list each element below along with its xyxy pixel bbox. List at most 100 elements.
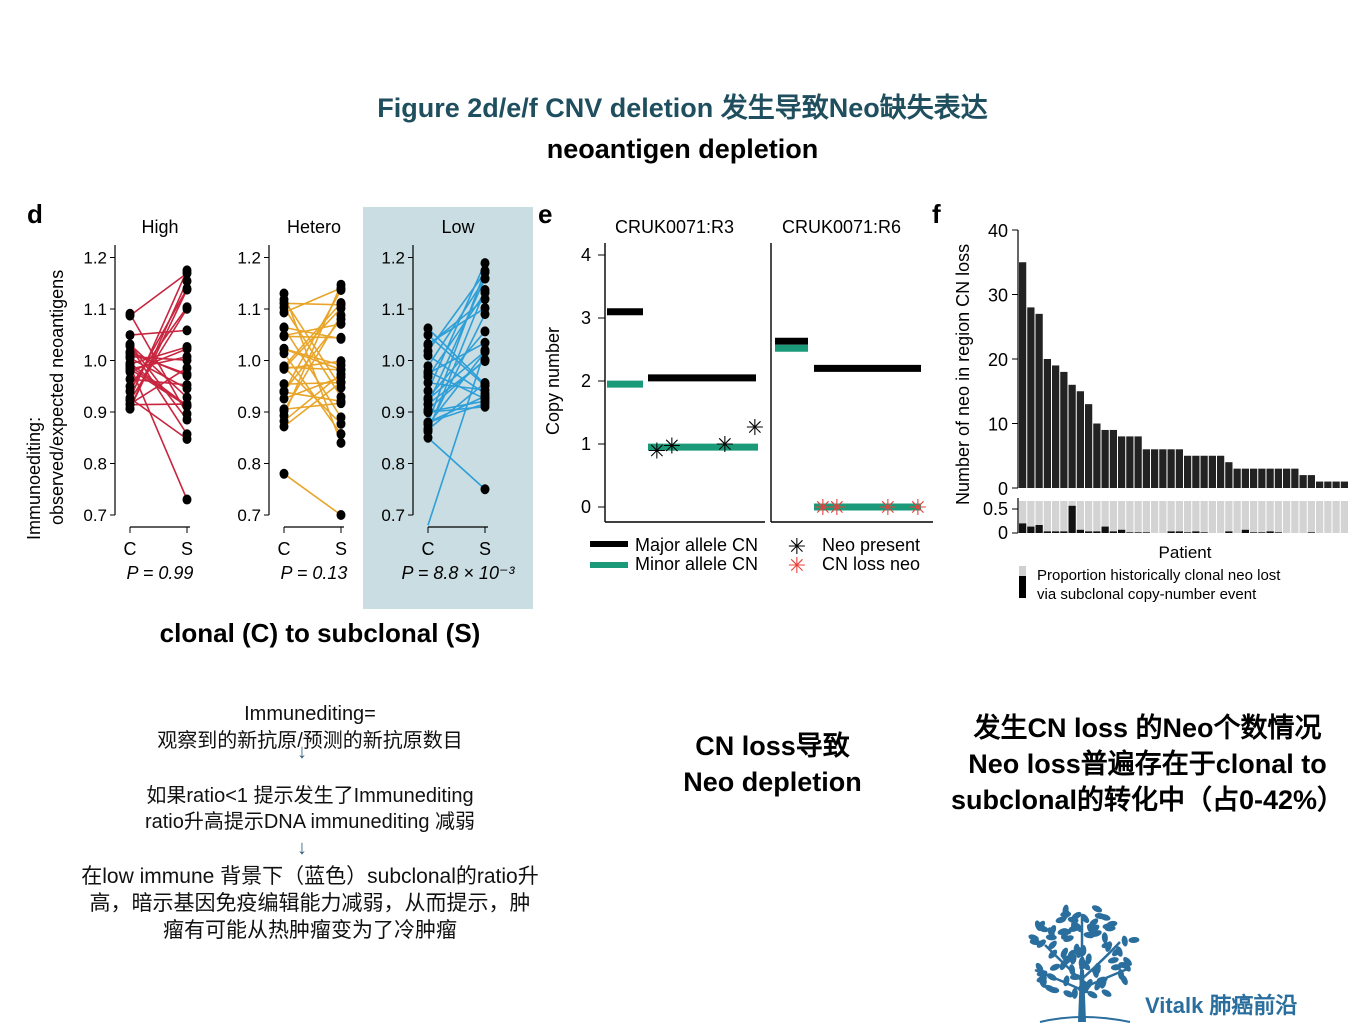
tree-leaf <box>1063 975 1070 987</box>
prop-bg-bar <box>1283 501 1291 533</box>
slide-title: Figure 2d/e/f CNV deletion 发生导致Neo缺失表达 <box>377 93 988 123</box>
pair-line <box>283 287 342 314</box>
subclonal-point <box>480 326 490 337</box>
legend-prop-black <box>1019 576 1026 598</box>
note-ratio-high: ratio升高提示DNA immunediting 减弱 <box>144 811 476 833</box>
prop-bar <box>1274 532 1282 533</box>
subclonal-point <box>480 273 490 284</box>
pair-line <box>427 437 486 490</box>
prop-bg-bar <box>1217 501 1225 533</box>
prop-bar <box>1076 529 1084 533</box>
tree-leaf <box>1115 946 1123 957</box>
pair-line <box>427 292 486 378</box>
clonal-point <box>125 330 135 341</box>
legend-cn-loss-label: CN loss neo <box>822 554 920 574</box>
neo-loss-line-3: subclonal的转化中（占0-42%） <box>950 785 1345 815</box>
bar <box>1283 468 1291 488</box>
bar <box>1291 468 1299 488</box>
prop-bar <box>1250 532 1258 533</box>
tree-leaf <box>1121 935 1128 947</box>
tree-leaf <box>1040 974 1047 986</box>
tree-leaf <box>1048 987 1060 994</box>
panel-e-axes: 4 3 2 1 0 <box>581 243 933 523</box>
tree-leaf <box>1091 905 1103 913</box>
clonal-point <box>125 386 135 397</box>
prop-bg-bar <box>1192 501 1200 533</box>
panel-d-groups: 1.2 1.1 1.0 0.9 0.8 0.7 C S High P = 0.99 1.2 1.1 1.… <box>83 217 515 583</box>
tree-leaf <box>1101 989 1112 997</box>
y-tick-label: 0.7 <box>381 506 405 525</box>
subclonal-point <box>336 391 346 402</box>
pair-line <box>129 348 188 373</box>
bar <box>1101 429 1109 488</box>
cn-loss-marker: ✳ <box>828 495 846 520</box>
tree-icon <box>1028 904 1140 1023</box>
subclonal-point <box>336 360 346 371</box>
y-tick-label: 3 <box>581 308 591 328</box>
pair-line <box>283 327 342 418</box>
x-tick-label: S <box>181 539 193 559</box>
note-low-immune-2: 高，暗示基因免疫编辑能力减弱，从而提示，肿 <box>89 892 531 915</box>
subclonal-point <box>480 401 490 412</box>
prop-bg-bar <box>1316 501 1324 533</box>
bar <box>1035 313 1043 488</box>
clonal-point <box>423 394 433 405</box>
subclonal-point <box>480 337 490 348</box>
bar <box>1126 436 1134 488</box>
bar <box>1142 449 1150 488</box>
panel-e-ylabel: Copy number <box>543 327 563 435</box>
tree-leaf <box>1107 957 1119 964</box>
bar <box>1159 449 1167 488</box>
prop-bg-bar <box>1208 501 1216 533</box>
tree-leaf <box>1068 925 1080 932</box>
clonal-point <box>423 385 433 396</box>
bar <box>1027 307 1035 488</box>
group-title: Low <box>441 217 475 237</box>
tree-leaf <box>1078 985 1089 994</box>
bar <box>1307 475 1315 488</box>
tree-leaf <box>1048 940 1057 950</box>
pair-line <box>283 307 342 398</box>
legend-neo-present-icon: ✳ <box>788 534 806 559</box>
tree-leaf <box>1036 939 1046 948</box>
prop-bg-bar <box>1109 501 1117 533</box>
clonal-point <box>279 379 289 390</box>
panel-d-ylabel-2: observed/expected neoantigens <box>47 270 67 525</box>
clonal-point <box>279 343 289 354</box>
tree-leaf <box>1120 974 1128 986</box>
clonal-point <box>423 423 433 434</box>
y-tick-label: 10 <box>988 415 1008 435</box>
legend-minor-label: Minor allele CN <box>635 554 758 574</box>
neo-present-marker: ✳ <box>648 438 666 463</box>
bar <box>1340 481 1348 488</box>
tree-leaf <box>1046 973 1057 981</box>
prop-bg-bar <box>1118 501 1126 533</box>
prop-tick-label: 0.5 <box>983 499 1008 519</box>
bar <box>1043 359 1051 488</box>
panel-f-legend-2: via subclonal copy-number event <box>1037 586 1257 603</box>
tree-leaf <box>1101 932 1108 944</box>
pair-line <box>283 402 342 411</box>
prop-bg-bar <box>1019 501 1027 533</box>
subclonal-point <box>336 437 346 448</box>
clonal-point <box>423 338 433 349</box>
y-tick-label: 0.8 <box>381 455 405 474</box>
bar <box>1175 449 1183 488</box>
prop-bar <box>1225 531 1233 533</box>
slide-subtitle: neoantigen depletion <box>546 134 819 164</box>
bar <box>1093 423 1101 488</box>
note-ratio-low: 如果ratio<1 提示发生了Immunediting <box>146 785 474 807</box>
y-tick-label: 0.8 <box>83 455 107 474</box>
prop-bg-bar <box>1076 501 1084 533</box>
tree-ground <box>1039 1016 1131 1023</box>
group-p-value: P = 0.13 <box>281 563 348 583</box>
prop-bar <box>1258 532 1266 533</box>
clonal-point <box>279 330 289 341</box>
cn-loss-marker: ✳ <box>814 495 832 520</box>
prop-bar <box>1027 526 1035 533</box>
prop-bar <box>1307 532 1315 533</box>
tree-leaf <box>1101 942 1113 949</box>
prop-bar <box>1085 531 1093 533</box>
subclonal-point <box>182 343 192 354</box>
logo-text: Vitalk 肺癌前沿 <box>1145 993 1298 1018</box>
